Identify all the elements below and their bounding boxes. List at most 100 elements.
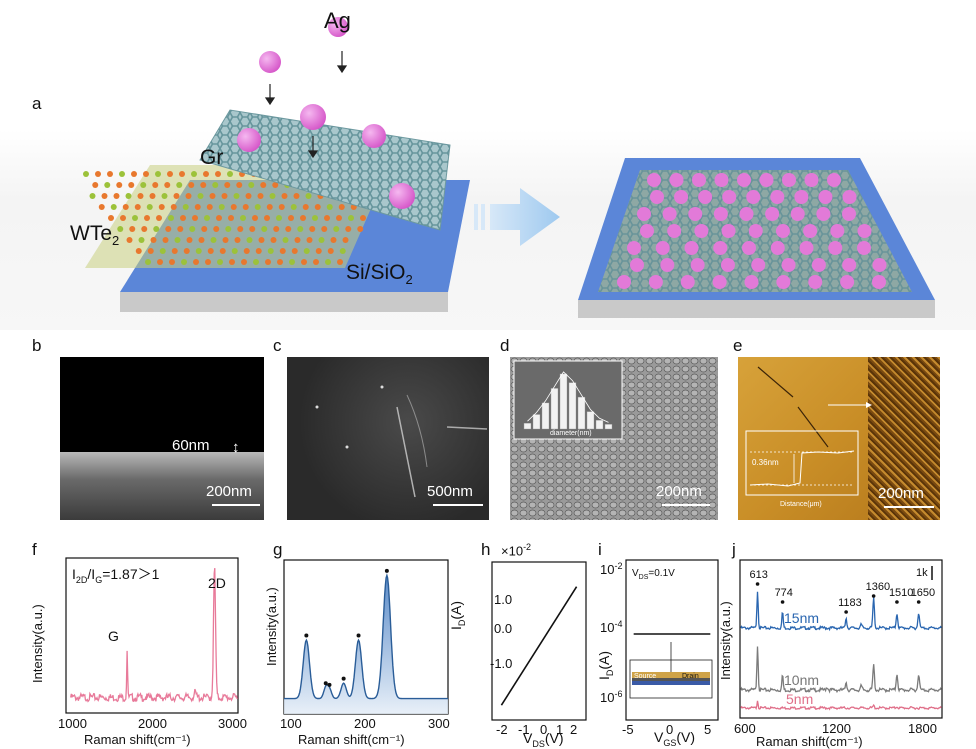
- lattice-atom: [213, 226, 220, 232]
- lattice-atom: [140, 182, 147, 188]
- lattice-atom: [288, 215, 294, 221]
- histogram-fit: [527, 371, 609, 423]
- ag-ball: [840, 275, 855, 289]
- ag-ball: [759, 173, 774, 187]
- peak-dot-j-5: [916, 600, 921, 604]
- lattice-atom: [144, 215, 150, 221]
- lattice-atom: [137, 193, 144, 199]
- ag-ball: [794, 190, 809, 204]
- peak-label-j-5: 1650: [911, 587, 935, 599]
- peak-label-j-2: 1183: [838, 597, 862, 609]
- ytick-h-2: 0.0: [494, 621, 512, 636]
- lattice-atom: [315, 248, 322, 254]
- ag-ball: [739, 207, 754, 221]
- lattice-atom: [193, 259, 199, 265]
- ag-ball: [857, 241, 871, 255]
- lattice-atom: [116, 182, 123, 188]
- peak-dot-j-0: [755, 582, 760, 586]
- lattice-atom: [254, 204, 261, 210]
- lattice-atom: [279, 248, 286, 254]
- lattice-atom: [169, 259, 175, 265]
- lattice-atom: [201, 226, 208, 232]
- raman-line-f: [70, 568, 238, 704]
- raman-line-g: [284, 572, 448, 700]
- xtick-f-1: 1000: [58, 716, 87, 731]
- histogram-bar-5: [568, 382, 577, 430]
- lattice-atom: [176, 182, 183, 188]
- panel-label-j: j: [732, 540, 736, 559]
- lattice-atom: [186, 237, 193, 243]
- lattice-atom: [221, 193, 228, 199]
- lattice-atom: [182, 204, 189, 210]
- ag-ball: [830, 224, 845, 238]
- lattice-atom: [204, 215, 210, 221]
- lattice-atom: [273, 226, 280, 232]
- lattice-atom: [246, 237, 253, 243]
- lattice-atom: [145, 259, 151, 265]
- ag-ball: [765, 207, 780, 221]
- ag-ball: [712, 275, 727, 289]
- lattice-atom: [306, 237, 313, 243]
- peak-label-g: G: [108, 628, 119, 644]
- lattice-atom: [224, 182, 231, 188]
- lattice-atom: [269, 193, 276, 199]
- ag-ball: [790, 207, 805, 221]
- lattice-atom: [342, 237, 349, 243]
- xtick-i-2: 0: [666, 722, 673, 737]
- ag-ball: [827, 173, 841, 187]
- lattice-atom: [153, 226, 160, 232]
- ag-ball: [662, 207, 677, 221]
- panel-label-h: h: [481, 540, 491, 559]
- ag-ball: [669, 173, 684, 187]
- lattice-atom: [301, 259, 307, 265]
- plot-frame-i: [625, 559, 719, 721]
- panel-label-c: c: [273, 336, 282, 355]
- lattice-atom: [253, 259, 259, 265]
- ag-ball: [722, 190, 737, 204]
- plot-frame-f: [65, 557, 239, 714]
- lattice-atom: [194, 204, 201, 210]
- substrate-side-right: [578, 300, 935, 318]
- ytick-h-1: 1.0: [494, 592, 512, 607]
- lattice-atom: [357, 226, 364, 232]
- lattice-atom: [210, 237, 217, 243]
- lattice-atom: [119, 171, 125, 177]
- curve-label-10nm: 10nm: [784, 672, 819, 688]
- lattice-atom: [122, 204, 129, 210]
- lattice-atom: [258, 237, 265, 243]
- ytick-i-3: 10-6: [600, 689, 622, 705]
- scale-bar-e: [884, 506, 934, 508]
- lattice-atom: [230, 204, 237, 210]
- ag-ball: [637, 207, 651, 221]
- ag-ball: [650, 190, 664, 204]
- lattice-atom: [219, 248, 226, 254]
- ag-ball: [808, 275, 823, 289]
- lattice-atom: [128, 182, 135, 188]
- lattice-atom: [170, 204, 177, 210]
- xlabel-i: VGS(V): [654, 729, 696, 748]
- ag-ball: [737, 173, 751, 187]
- lattice-atom: [141, 226, 148, 232]
- lattice-atom: [313, 259, 319, 265]
- lattice-atom: [231, 248, 238, 254]
- lattice-atom: [89, 193, 96, 199]
- scale-label-d: 200nm: [656, 483, 702, 500]
- lattice-atom: [236, 182, 243, 188]
- lattice-atom: [152, 182, 159, 188]
- lattice-atom: [157, 259, 163, 265]
- lattice-atom: [218, 204, 225, 210]
- thickness-label: 60nm: [172, 437, 210, 454]
- ag-ball: [680, 275, 695, 289]
- lattice-atom: [174, 237, 181, 243]
- histogram-bar-1: [532, 414, 541, 430]
- lattice-atom: [338, 204, 345, 210]
- ag-ball: [782, 173, 796, 187]
- ag-ball: [818, 190, 833, 204]
- schematic-illustration: [0, 17, 976, 330]
- peak-label-j-4: 1510: [889, 587, 913, 599]
- ag-ball: [744, 275, 759, 289]
- histogram-bar-6: [577, 396, 586, 430]
- ag-ball: [857, 224, 872, 238]
- xlabel-f: Raman shift(cm⁻¹): [84, 732, 191, 747]
